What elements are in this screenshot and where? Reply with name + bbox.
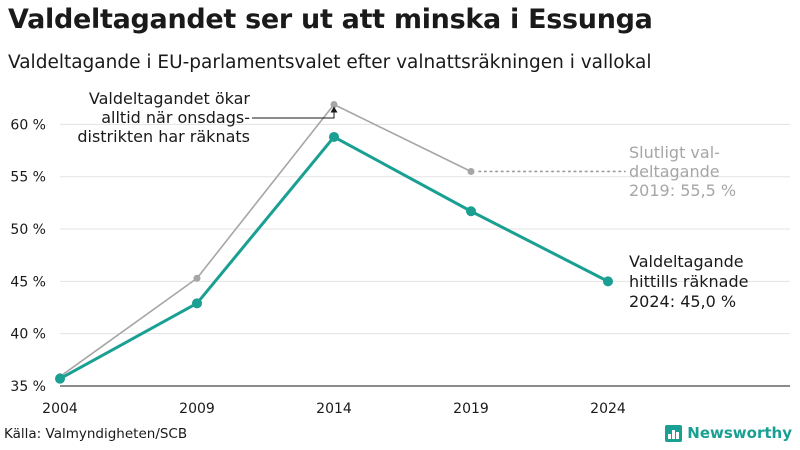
annotation-wednesday: distrikten har räknats xyxy=(77,127,250,146)
data-point-prelim xyxy=(55,373,65,384)
brand-name: Newsworthy xyxy=(687,424,792,442)
x-tick-label: 2014 xyxy=(316,401,352,417)
y-tick-label: 40 % xyxy=(10,327,46,343)
annotation-prelim-2024: hittills räknade xyxy=(629,272,748,291)
y-tick-label: 35 % xyxy=(10,379,46,395)
annotation-final-2019: 2019: 55,5 % xyxy=(629,181,736,200)
y-axis: 35 % 40 % 45 % 50 % 55 % 60 % xyxy=(10,117,46,395)
data-point-final xyxy=(467,167,475,175)
annotation-prelim-2024: Valdeltagande xyxy=(629,252,744,271)
chart-title: Valdeltagandet ser ut att minska i Essun… xyxy=(8,4,653,35)
y-tick-label: 55 % xyxy=(10,170,46,186)
x-tick-label: 2009 xyxy=(179,401,215,417)
source-note: Källa: Valmyndigheten/SCB xyxy=(4,426,188,442)
data-point-final xyxy=(193,274,201,282)
y-tick-label: 50 % xyxy=(10,222,46,238)
x-tick-label: 2024 xyxy=(590,401,626,417)
annotation-arrow xyxy=(330,106,338,113)
series-line-final xyxy=(59,103,472,378)
chart-logo-icon xyxy=(665,424,683,442)
line-chart: 35 % 40 % 45 % 50 % 55 % 60 % 2004 2009 2014 201… xyxy=(10,89,790,417)
x-tick-label: 2019 xyxy=(453,401,489,417)
data-point-final xyxy=(330,101,338,109)
data-point-prelim xyxy=(329,131,339,142)
series-line-prelim xyxy=(59,135,609,380)
brand-logo: Newsworthy xyxy=(665,424,792,442)
data-point-prelim xyxy=(192,298,202,309)
y-tick-label: 60 % xyxy=(10,117,46,133)
data-point-prelim xyxy=(603,276,613,287)
annotation-leader xyxy=(252,110,335,119)
annotation-prelim-2024: 2024: 45,0 % xyxy=(629,292,736,311)
x-axis: 2004 2009 2014 2019 2024 xyxy=(42,385,790,417)
annotation-final-2019: deltagande xyxy=(629,162,720,181)
annotation-final-2019: Slutligt val- xyxy=(629,143,720,162)
y-tick-label: 45 % xyxy=(10,274,46,290)
data-point-prelim xyxy=(466,206,476,217)
annotation-wednesday: Valdeltagandet ökar xyxy=(89,89,251,108)
chart-subtitle: Valdeltagande i EU-parlamentsvalet efter… xyxy=(8,52,652,73)
series-points xyxy=(55,101,613,384)
annotation-wednesday: alltid när onsdags- xyxy=(101,108,250,127)
x-tick-label: 2004 xyxy=(42,401,78,417)
